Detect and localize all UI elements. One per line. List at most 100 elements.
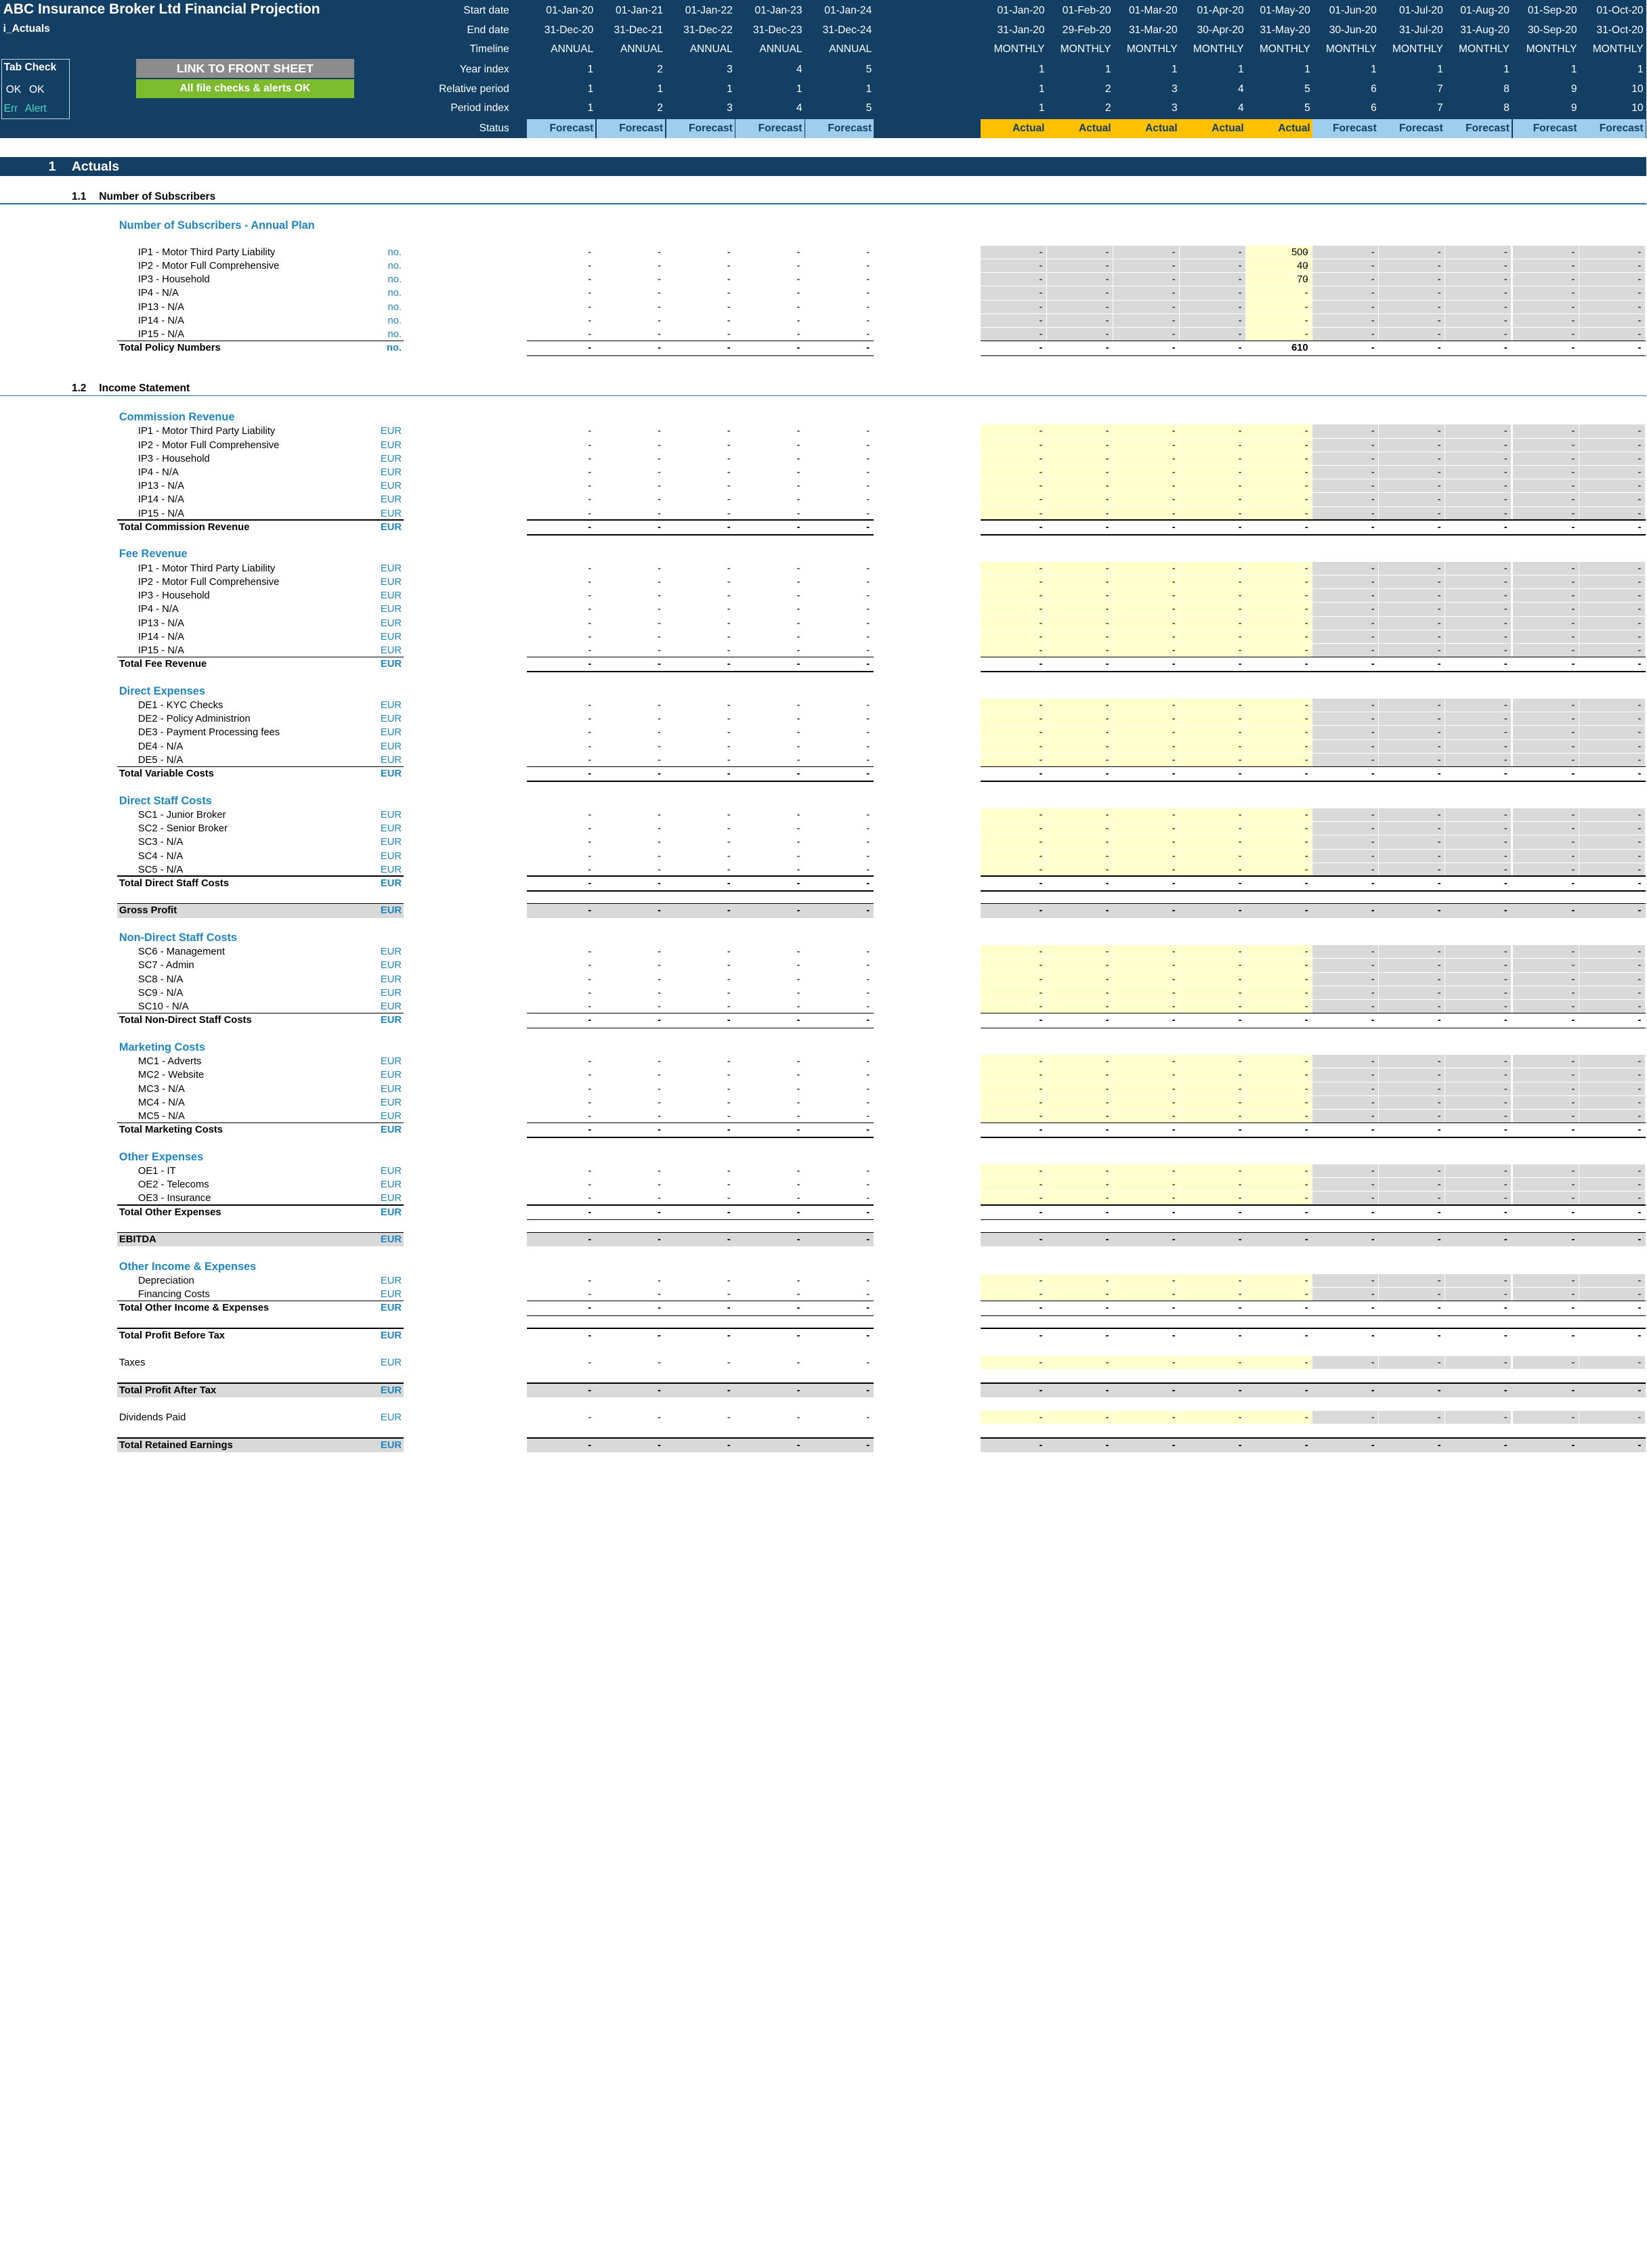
input-cell[interactable]	[980, 630, 1047, 645]
input-cell[interactable]	[1046, 1273, 1113, 1288]
input-cell[interactable]	[1245, 603, 1312, 617]
input-cell[interactable]	[1113, 603, 1180, 617]
input-cell[interactable]	[1245, 589, 1312, 603]
input-cell[interactable]	[1245, 849, 1312, 863]
input-cell[interactable]	[1245, 726, 1312, 740]
input-cell[interactable]	[980, 822, 1047, 836]
input-cell[interactable]	[1245, 986, 1312, 1001]
input-cell[interactable]	[980, 452, 1047, 466]
input-cell[interactable]	[1113, 959, 1180, 973]
input-cell[interactable]	[1245, 575, 1312, 590]
input-cell[interactable]	[1046, 424, 1113, 439]
input-cell[interactable]	[1113, 835, 1180, 850]
input-cell[interactable]	[1113, 822, 1180, 836]
input-cell[interactable]	[980, 603, 1047, 617]
input-cell[interactable]	[1046, 822, 1113, 836]
input-cell[interactable]	[1113, 712, 1180, 726]
input-cell[interactable]	[1113, 479, 1180, 494]
input-cell[interactable]	[1046, 712, 1113, 726]
input-cell[interactable]	[1179, 1068, 1246, 1083]
input-cell[interactable]	[1179, 1411, 1246, 1425]
input-cell[interactable]	[1179, 1178, 1246, 1192]
input-cell[interactable]	[1113, 1164, 1180, 1179]
input-cell[interactable]	[980, 712, 1047, 726]
input-cell[interactable]	[1113, 698, 1180, 713]
input-cell[interactable]	[1046, 808, 1113, 823]
input-cell[interactable]	[1113, 589, 1180, 603]
input-cell[interactable]	[1245, 1082, 1312, 1096]
input-cell[interactable]	[980, 1178, 1047, 1192]
input-cell[interactable]	[1179, 959, 1246, 973]
input-cell[interactable]	[1179, 479, 1246, 494]
input-cell[interactable]	[980, 726, 1047, 740]
input-cell[interactable]	[1113, 452, 1180, 466]
input-cell[interactable]	[1245, 739, 1312, 754]
input-cell[interactable]	[1113, 808, 1180, 823]
input-cell[interactable]	[1245, 561, 1312, 575]
input-cell[interactable]	[1179, 259, 1246, 274]
input-cell[interactable]	[1113, 945, 1180, 959]
input-cell[interactable]	[1179, 300, 1246, 314]
input-cell[interactable]	[1245, 286, 1312, 301]
input-cell[interactable]	[1046, 1411, 1113, 1425]
input-cell[interactable]	[1113, 424, 1180, 439]
input-cell[interactable]	[1179, 575, 1246, 590]
input-cell[interactable]	[1245, 1273, 1312, 1288]
input-cell[interactable]	[980, 739, 1047, 754]
input-cell[interactable]	[1179, 438, 1246, 452]
input-cell[interactable]	[1046, 1095, 1113, 1110]
input-cell[interactable]	[1046, 286, 1113, 301]
input-cell[interactable]	[1046, 726, 1113, 740]
input-cell[interactable]	[1245, 479, 1312, 494]
input-cell[interactable]	[1113, 1178, 1180, 1192]
input-cell[interactable]	[1046, 603, 1113, 617]
input-cell[interactable]	[1046, 313, 1113, 328]
input-cell[interactable]	[1046, 1164, 1113, 1179]
input-cell[interactable]	[1046, 849, 1113, 863]
input-cell[interactable]	[1179, 1055, 1246, 1069]
input-cell[interactable]	[980, 1411, 1047, 1425]
input-cell[interactable]	[1113, 245, 1180, 259]
input-cell[interactable]	[980, 972, 1047, 986]
input-cell[interactable]	[1113, 438, 1180, 452]
input-cell[interactable]	[1046, 1055, 1113, 1069]
input-cell[interactable]	[1179, 986, 1246, 1001]
input-cell[interactable]	[1046, 972, 1113, 986]
link-to-front-sheet-button[interactable]: LINK TO FRONT SHEET	[135, 59, 354, 79]
input-cell[interactable]	[1245, 300, 1312, 314]
input-cell[interactable]	[1179, 313, 1246, 328]
input-cell[interactable]	[980, 1055, 1047, 1069]
input-cell[interactable]	[1113, 273, 1180, 287]
input-cell[interactable]	[980, 1273, 1047, 1288]
input-cell[interactable]	[1245, 630, 1312, 645]
input-cell[interactable]	[1245, 616, 1312, 630]
input-cell[interactable]	[1113, 972, 1180, 986]
input-cell[interactable]	[1245, 245, 1312, 259]
input-cell[interactable]	[980, 438, 1047, 452]
input-cell[interactable]	[1046, 1178, 1113, 1192]
input-cell[interactable]	[980, 465, 1047, 480]
input-cell[interactable]	[1179, 603, 1246, 617]
input-cell[interactable]	[1245, 493, 1312, 507]
input-cell[interactable]	[1179, 616, 1246, 630]
input-cell[interactable]	[1179, 712, 1246, 726]
input-cell[interactable]	[980, 849, 1047, 863]
input-cell[interactable]	[1113, 575, 1180, 590]
input-cell[interactable]	[1046, 452, 1113, 466]
input-cell[interactable]	[1046, 986, 1113, 1001]
input-cell[interactable]	[980, 245, 1047, 259]
input-cell[interactable]	[980, 1095, 1047, 1110]
input-cell[interactable]	[1245, 959, 1312, 973]
input-cell[interactable]	[1179, 835, 1246, 850]
input-cell[interactable]	[1113, 630, 1180, 645]
input-cell[interactable]	[1245, 1068, 1312, 1083]
input-cell[interactable]	[1245, 1178, 1312, 1192]
input-cell[interactable]	[980, 1356, 1047, 1370]
input-cell[interactable]	[1046, 739, 1113, 754]
input-cell[interactable]	[1179, 945, 1246, 959]
input-cell[interactable]	[1113, 1356, 1180, 1370]
input-cell[interactable]	[980, 300, 1047, 314]
input-cell[interactable]	[980, 493, 1047, 507]
input-cell[interactable]	[1113, 739, 1180, 754]
input-cell[interactable]	[1245, 698, 1312, 713]
